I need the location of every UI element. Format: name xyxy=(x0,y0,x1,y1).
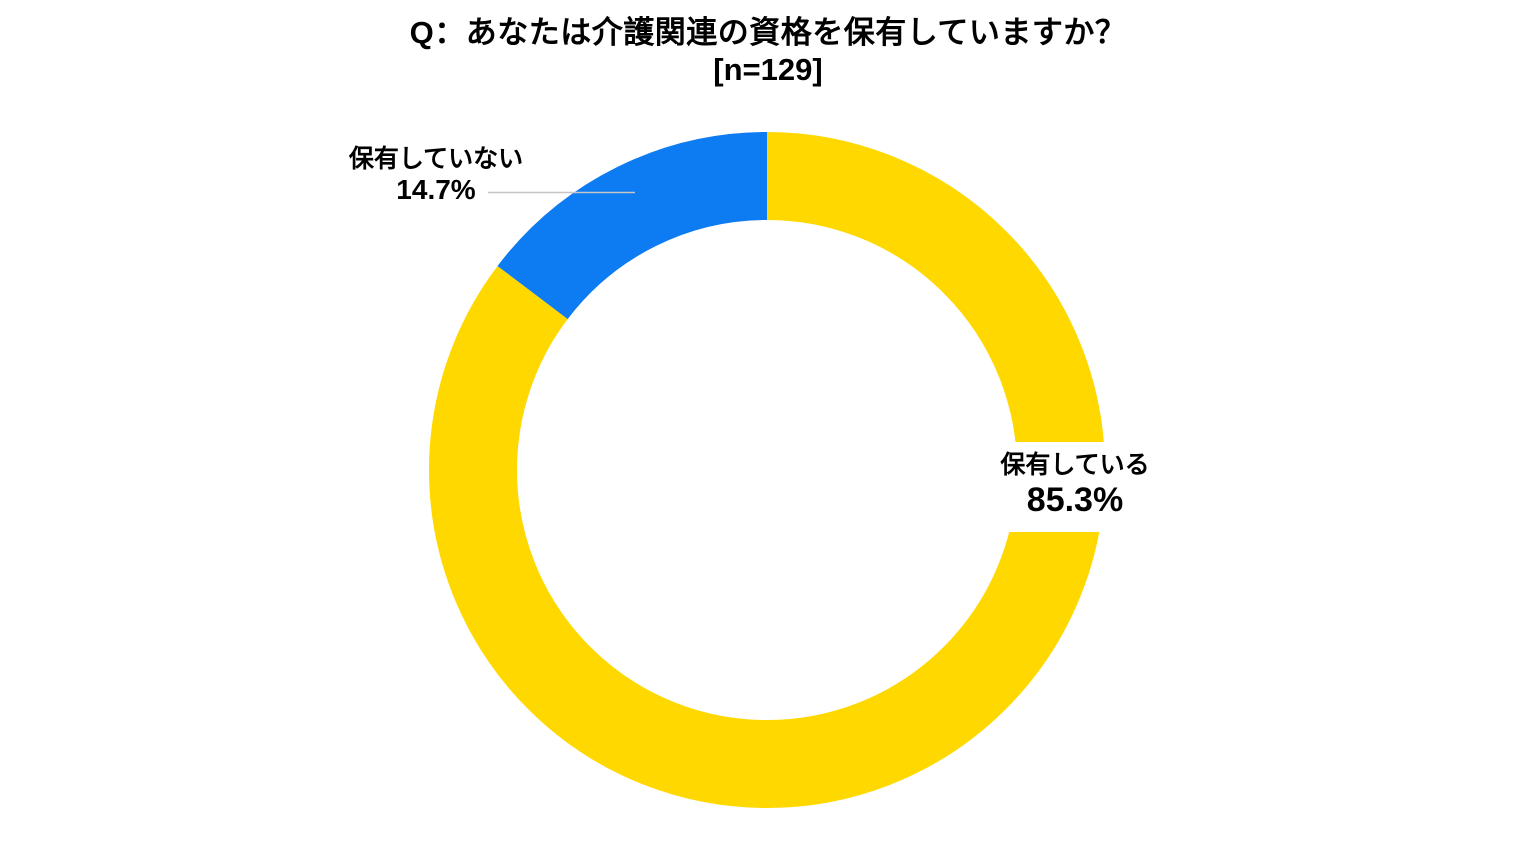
sample-size-label: [n=129] xyxy=(713,52,823,87)
label-not-holding-value: 14.7% xyxy=(396,174,476,205)
label-not-holding: 保有していない 14.7% xyxy=(330,144,542,204)
label-holding-text: 保有している xyxy=(1000,451,1150,479)
label-holding: 保有している 85.3% xyxy=(982,442,1168,532)
chart-title: Q：あなたは介護関連の資格を保有していますか？ xyxy=(409,15,1127,50)
label-holding-value: 85.3% xyxy=(1026,481,1124,519)
label-not-holding-text: 保有していない xyxy=(348,145,524,173)
